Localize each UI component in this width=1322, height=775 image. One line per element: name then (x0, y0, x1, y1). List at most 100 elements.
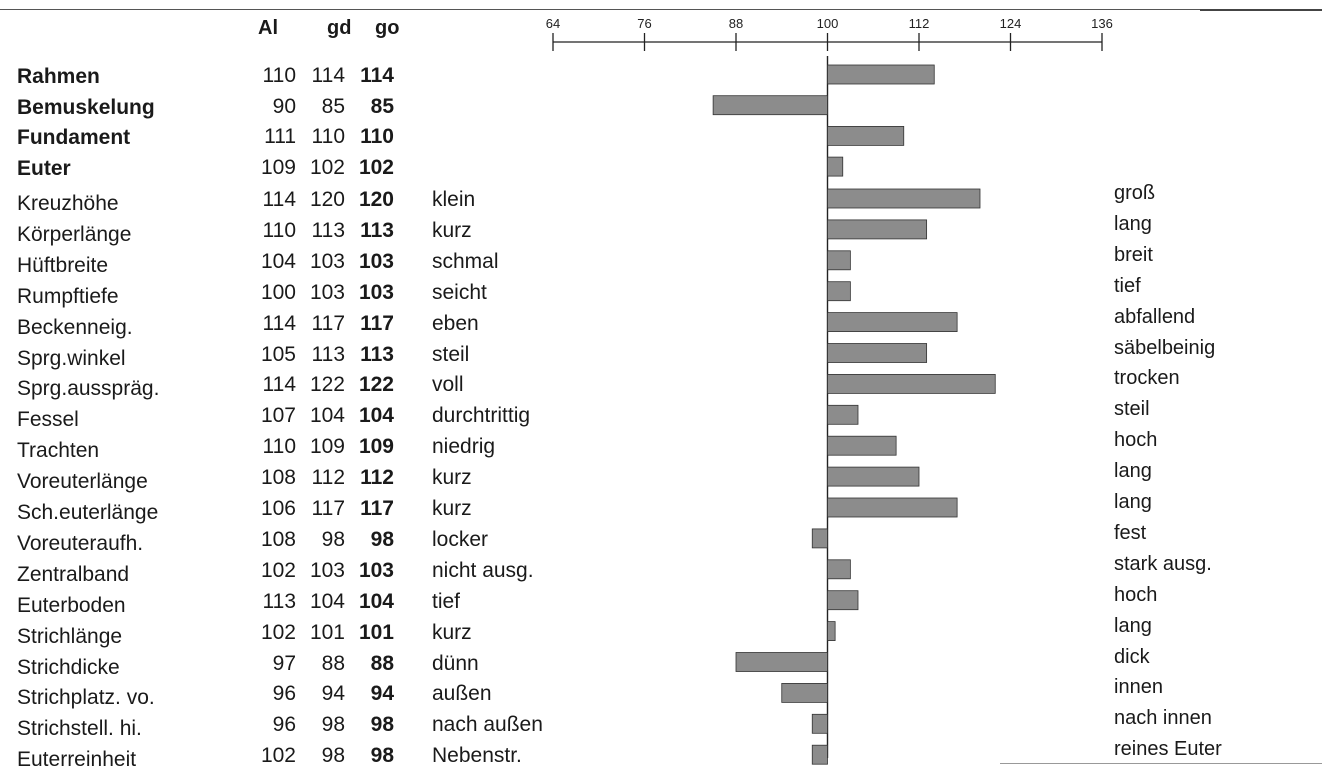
bar-20 (735, 652, 828, 672)
low-pole-label: kurz (432, 497, 472, 520)
table-row: Beckenneig. 114 117 117 eben (0, 312, 1322, 343)
value-go: 104 (358, 589, 394, 613)
value-go: 85 (370, 94, 394, 118)
high-pole-label: hoch (1114, 583, 1158, 606)
trait-label: Beckenneig. (17, 315, 133, 339)
value-al: 110 (262, 435, 296, 459)
value-al: 104 (260, 249, 296, 273)
table-row: Voreuteraufh. 108 98 98 locker (0, 528, 1322, 559)
value-go: 113 (360, 218, 394, 242)
trait-label: Hüftbreite (17, 253, 109, 277)
value-gd: 103 (309, 249, 345, 273)
trait-label: Fessel (17, 408, 79, 432)
value-gd: 109 (309, 435, 345, 459)
bar-5 (827, 188, 981, 209)
value-go: 98 (370, 527, 394, 551)
high-pole-label: groß (1114, 182, 1156, 204)
value-al: 110 (262, 64, 296, 87)
value-gd: 104 (309, 404, 345, 428)
trait-label: Sprg.ausspräg. (17, 377, 160, 401)
value-go: 98 (370, 744, 394, 768)
bar-9 (827, 312, 958, 333)
value-go: 101 (358, 620, 394, 644)
trait-label: Rumpftiefe (17, 284, 119, 308)
high-pole-label: steil (1114, 398, 1150, 421)
value-gd: 112 (311, 466, 345, 490)
x-tick-label: 112 (909, 16, 930, 31)
value-al: 90 (272, 94, 296, 118)
value-al: 107 (260, 404, 296, 428)
value-gd: 117 (311, 497, 345, 520)
value-go: 94 (370, 682, 394, 706)
value-al: 109 (260, 156, 296, 180)
trait-label: Trachten (17, 439, 100, 463)
value-al: 114 (262, 373, 296, 397)
bar-4 (827, 156, 844, 177)
table-row: Strichlänge 102 101 101 kurz (0, 621, 1322, 652)
bar-23 (811, 744, 828, 765)
value-gd: 110 (311, 125, 345, 149)
trait-label: Sch.euterlänge (17, 501, 159, 524)
low-pole-label: steil (432, 342, 470, 366)
table-row: Rahmen 110 114 114 (0, 64, 1322, 95)
value-go: 98 (370, 713, 394, 737)
low-pole-label: schmal (432, 249, 499, 273)
value-go: 103 (358, 280, 394, 304)
low-pole-label: kurz (432, 620, 472, 644)
table-row: Bemuskelung 90 85 85 (0, 95, 1322, 126)
low-pole-label: niedrig (432, 435, 496, 459)
bar-8 (827, 281, 851, 302)
table-row: Kreuzhöhe 114 120 120 klein (0, 188, 1322, 219)
bar-11 (827, 373, 996, 394)
bar-13 (827, 435, 897, 456)
trait-label: Euter (17, 157, 71, 181)
value-al: 102 (260, 620, 296, 644)
table-row: Strichdicke 97 88 88 dünn (0, 652, 1322, 683)
value-al: 106 (260, 497, 296, 520)
top-rule-accent (1200, 9, 1322, 11)
value-gd: 98 (321, 527, 345, 551)
value-gd: 104 (309, 589, 345, 613)
trait-label: Strichlänge (17, 624, 123, 648)
value-go: 103 (358, 249, 394, 273)
value-al: 102 (260, 744, 296, 768)
value-gd: 101 (309, 620, 345, 644)
x-tick-label: 64 (546, 16, 560, 31)
bar-10 (827, 343, 928, 363)
value-go: 88 (370, 651, 394, 675)
table-row: Trachten 110 109 109 niedrig (0, 435, 1322, 466)
low-pole-label: klein (432, 188, 476, 211)
value-al: 110 (262, 218, 296, 242)
high-pole-label: innen (1114, 676, 1163, 699)
low-pole-label: nicht ausg. (432, 558, 534, 582)
value-go: 104 (358, 404, 394, 428)
low-pole-label: dünn (432, 651, 479, 675)
value-gd: 120 (309, 188, 345, 211)
value-go: 122 (358, 373, 394, 397)
value-gd: 102 (309, 156, 345, 180)
value-gd: 98 (321, 713, 345, 737)
high-pole-label: dick (1114, 645, 1150, 668)
high-pole-label: säbelbeinig (1114, 336, 1216, 359)
low-pole-label: Nebenstr. (432, 744, 522, 768)
x-tick-label: 100 (817, 16, 839, 31)
low-pole-label: locker (432, 527, 489, 551)
value-go: 117 (360, 311, 394, 335)
high-pole-label: abfallend (1114, 305, 1196, 328)
table-row: Strichplatz. vo. 96 94 94 außen (0, 682, 1322, 713)
value-go: 112 (360, 466, 394, 490)
value-al: 105 (260, 342, 296, 366)
table-row: Sprg.ausspräg. 114 122 122 voll (0, 373, 1322, 404)
bar-18 (827, 590, 859, 611)
bar-2 (712, 95, 828, 116)
bar-6 (827, 219, 928, 240)
value-al: 108 (260, 527, 296, 551)
high-pole-label: fest (1114, 521, 1147, 544)
trait-label: Sprg.winkel (17, 346, 126, 370)
value-al: 97 (272, 651, 296, 675)
high-pole-label: hoch (1114, 429, 1158, 452)
low-pole-label: voll (432, 373, 464, 397)
trait-label: Euterboden (17, 593, 126, 617)
value-al: 96 (272, 682, 296, 706)
